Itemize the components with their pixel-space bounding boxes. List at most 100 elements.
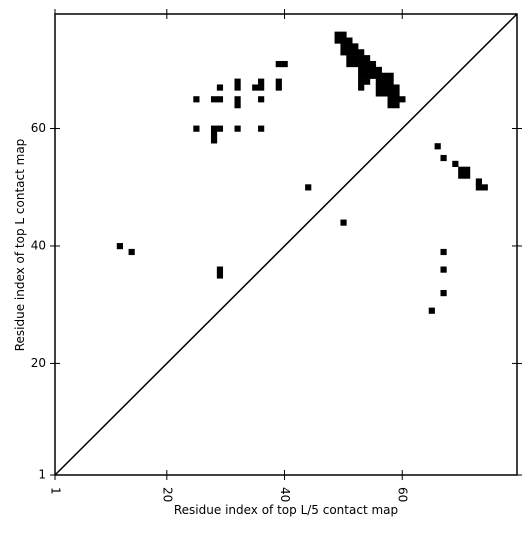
contact — [358, 60, 365, 68]
contact — [210, 131, 218, 138]
contact — [363, 60, 371, 68]
contact — [210, 96, 218, 103]
contact — [428, 307, 435, 314]
contact — [193, 125, 200, 132]
contact — [305, 184, 312, 191]
contact — [381, 78, 388, 85]
contact — [216, 125, 224, 132]
contact — [387, 84, 394, 91]
contact — [381, 72, 388, 79]
contact — [381, 84, 388, 91]
diagonal-line — [54, 13, 518, 476]
contact — [346, 37, 353, 44]
contact — [275, 84, 282, 91]
x-tick-label: 1 — [49, 487, 63, 495]
contact — [346, 43, 353, 50]
contact — [258, 96, 265, 103]
contact — [346, 60, 353, 68]
contact — [216, 266, 224, 273]
contact — [387, 72, 394, 79]
contact — [475, 184, 482, 191]
contact — [346, 49, 353, 56]
contact — [358, 78, 365, 85]
contact — [275, 78, 282, 85]
contact — [352, 43, 359, 50]
y-tick-label: 60 — [31, 121, 46, 135]
contact — [340, 49, 347, 56]
contact — [216, 84, 224, 91]
x-axis-label: Residue index of top L/5 contact map — [174, 503, 398, 517]
contact — [352, 60, 359, 68]
contact — [440, 154, 447, 162]
contact — [281, 60, 288, 68]
contact — [393, 102, 400, 109]
x-tick-label: 40 — [278, 487, 292, 502]
contact — [440, 266, 447, 273]
x-tick-label: 20 — [160, 487, 174, 502]
contact — [363, 55, 371, 62]
contact — [352, 49, 359, 56]
contact — [258, 125, 265, 132]
x-tick-label: 60 — [396, 487, 410, 502]
contact — [399, 96, 406, 103]
contact — [434, 143, 441, 150]
contact — [346, 55, 353, 62]
contact — [393, 84, 400, 91]
y-axis-label: Residue index of top L contact map — [13, 139, 27, 352]
contact — [464, 166, 471, 173]
contact — [458, 166, 465, 173]
contact — [258, 84, 265, 91]
contact — [234, 96, 241, 103]
contact — [210, 137, 218, 144]
contact — [258, 78, 265, 85]
contact — [375, 84, 382, 91]
contact — [440, 290, 447, 297]
contact — [375, 90, 382, 97]
contact — [234, 102, 241, 109]
y-tick-label: 1 — [38, 468, 46, 482]
contact — [340, 37, 347, 44]
y-tick-label: 40 — [31, 238, 46, 252]
contact — [393, 90, 400, 97]
contact — [216, 96, 224, 103]
contact — [363, 78, 371, 85]
contact — [216, 272, 224, 279]
contact — [452, 160, 459, 167]
plot-frame — [54, 13, 518, 476]
contact — [458, 172, 465, 179]
contact — [252, 84, 259, 91]
contact — [481, 184, 488, 191]
contact — [334, 37, 341, 44]
contact — [440, 248, 447, 256]
contact — [234, 78, 241, 85]
contact — [358, 84, 365, 91]
contact — [387, 90, 394, 97]
contact — [387, 102, 394, 109]
contact — [128, 248, 135, 256]
contact — [387, 78, 394, 85]
contact — [381, 90, 388, 97]
contact — [358, 55, 365, 62]
contact — [369, 60, 377, 68]
contact — [340, 31, 347, 38]
contact — [234, 84, 241, 91]
contact — [334, 31, 341, 38]
contact — [375, 72, 382, 79]
contact — [358, 66, 365, 74]
contact — [363, 72, 371, 79]
contact — [340, 43, 347, 50]
contact — [393, 96, 400, 103]
contact — [369, 66, 377, 74]
contact — [116, 243, 123, 250]
contact — [464, 172, 471, 179]
contact — [358, 72, 365, 79]
contact — [234, 125, 241, 132]
contact — [475, 178, 482, 185]
contact — [352, 55, 359, 62]
contact — [193, 96, 200, 103]
contact — [358, 49, 365, 56]
contact — [375, 66, 382, 74]
contact — [210, 125, 218, 132]
y-tick-label: 20 — [31, 356, 46, 370]
